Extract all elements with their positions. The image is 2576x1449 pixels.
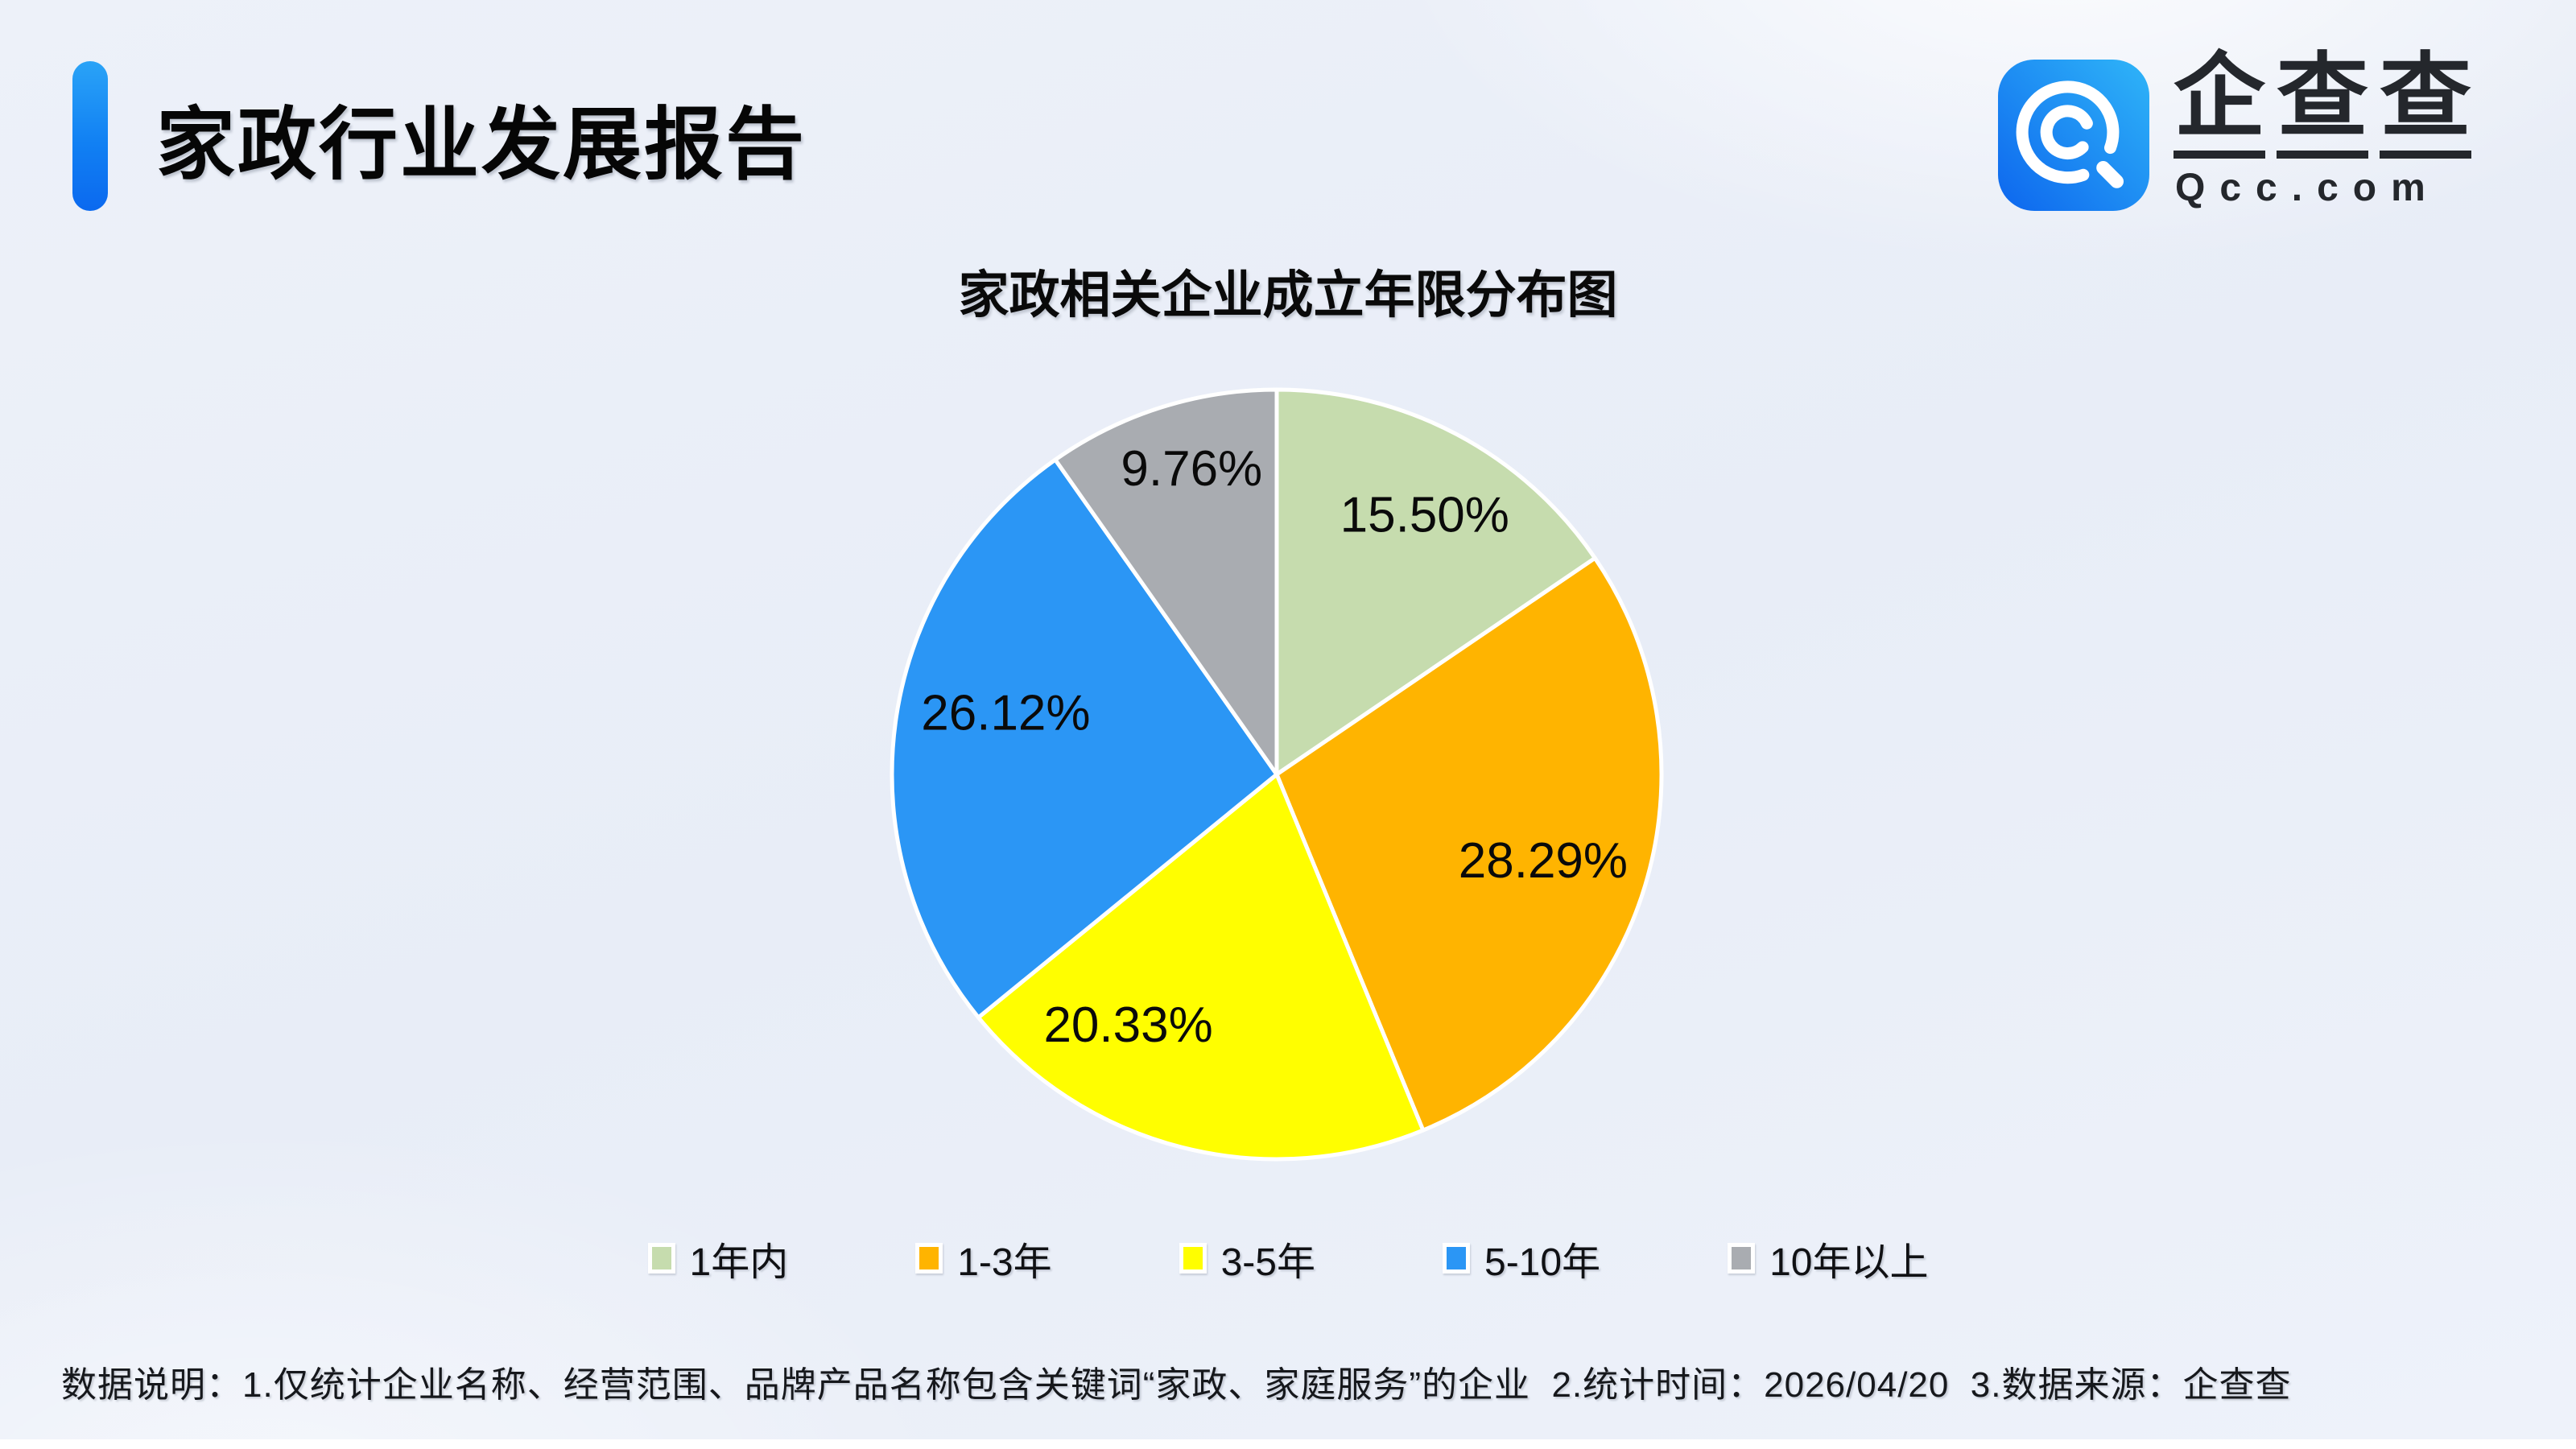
legend-label: 1-3年 <box>957 1241 1052 1284</box>
pie-slice-label: 26.12% <box>921 685 1090 741</box>
legend-swatch <box>647 1243 675 1274</box>
legend-label: 1年内 <box>689 1241 789 1284</box>
pie-slice-1年内 <box>1274 387 1597 777</box>
pie-slice-3-5年 <box>976 772 1426 1162</box>
bottom-strip <box>0 1439 2576 1449</box>
legend-swatch <box>1443 1243 1470 1274</box>
legend-item: 5-10年 <box>1443 1230 1600 1286</box>
title-accent-bar <box>72 61 108 211</box>
chart-title: 家政相关企业成立年限分布图 <box>958 267 1618 324</box>
pie-slice-label: 20.33% <box>1043 997 1212 1053</box>
legend-swatch <box>1728 1243 1756 1274</box>
qcc-magnifier-icon <box>1998 60 2149 211</box>
page-title: 家政行业发展报告 <box>156 100 807 188</box>
brand-url: Qcc.com <box>2175 167 2440 209</box>
brand-name: 企查查 <box>2174 47 2483 159</box>
legend-swatch <box>1179 1243 1207 1274</box>
pie-slice-label: 15.50% <box>1340 487 1509 543</box>
pie-slice-5-10年 <box>890 457 1279 1020</box>
legend-item: 1-3年 <box>915 1230 1052 1286</box>
chart-legend: 1年内 1-3年 3-5年 5-10年 10年以上 <box>0 1230 2576 1286</box>
legend-item: 1年内 <box>647 1230 789 1286</box>
pie-slice-label: 9.76% <box>1121 441 1262 497</box>
pie-slice-label: 28.29% <box>1459 833 1628 889</box>
legend-item: 10年以上 <box>1728 1230 1928 1286</box>
data-note: 数据说明：1.仅统计企业名称、经营范围、品牌产品名称包含关键词“家政、家庭服务”… <box>61 1365 2292 1405</box>
legend-label: 5-10年 <box>1484 1241 1601 1284</box>
legend-swatch <box>915 1243 943 1274</box>
legend-label: 10年以上 <box>1769 1241 1929 1284</box>
pie-slice-1-3年 <box>1274 555 1664 1133</box>
legend-item: 3-5年 <box>1179 1230 1315 1286</box>
pie-slice-10年以上 <box>1053 387 1279 777</box>
legend-label: 3-5年 <box>1220 1241 1315 1284</box>
